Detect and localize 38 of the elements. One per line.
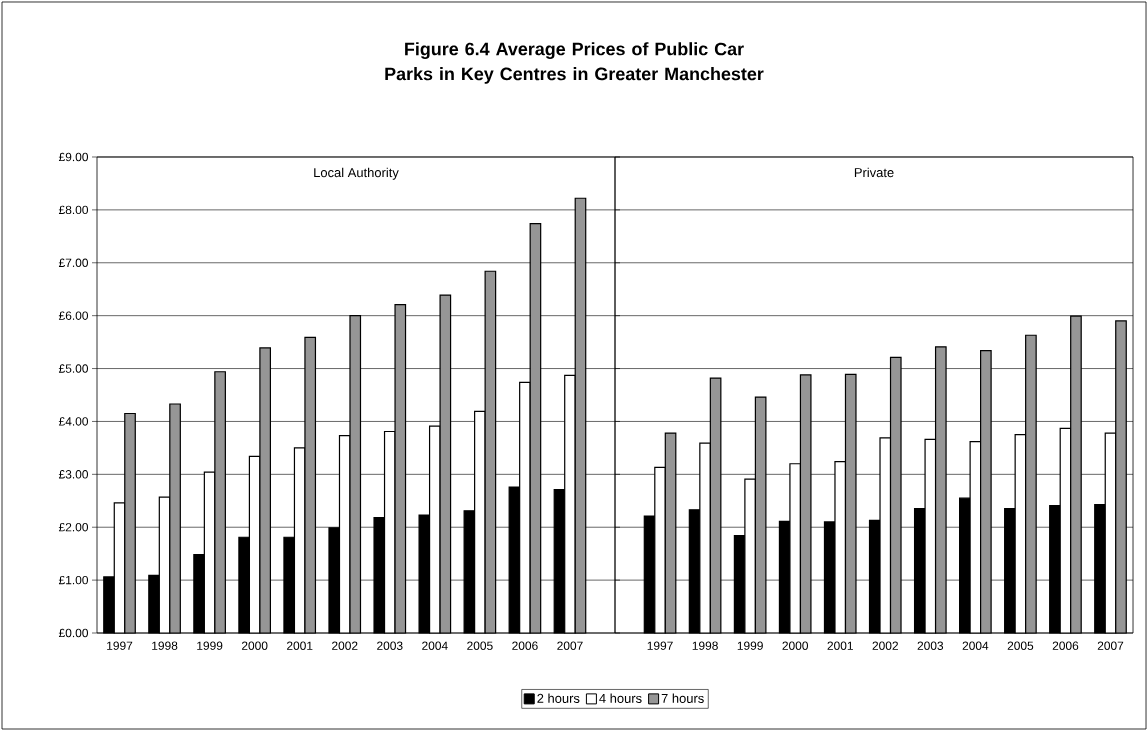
x-tick-label: 2005 <box>467 641 493 650</box>
x-tick-label: 2003 <box>377 641 403 650</box>
x-tick-label: 1997 <box>647 641 673 650</box>
x-tick-label: 1998 <box>152 641 178 650</box>
y-tick-label: £5.00 <box>58 364 89 373</box>
y-tick-label: £4.00 <box>58 417 89 426</box>
y-tick-label: £0.00 <box>58 628 89 638</box>
x-tick-label: 2000 <box>782 641 809 650</box>
x-tick-label: 1997 <box>107 641 133 650</box>
x-tick-label: 2006 <box>1052 641 1079 650</box>
legend-label: 2 hours <box>537 693 580 703</box>
x-tick-label: 1998 <box>692 641 718 650</box>
y-tick-label: £3.00 <box>58 470 89 479</box>
x-tick-label: 2004 <box>422 641 448 650</box>
y-tick-label: £6.00 <box>58 311 89 320</box>
x-tick-label: 1999 <box>737 641 763 650</box>
x-tick-label: 2002 <box>332 641 358 650</box>
x-tick-label: 2001 <box>286 641 313 650</box>
x-tick-label: 2000 <box>241 641 268 650</box>
x-tick-label: 2003 <box>917 641 944 650</box>
x-tick-label: 2007 <box>1097 641 1124 650</box>
annotation: Private <box>854 167 894 178</box>
y-tick-label: £1.00 <box>58 575 89 585</box>
y-tick-label: £7.00 <box>58 258 89 267</box>
y-tick-label: £2.00 <box>58 522 89 532</box>
x-tick-label: 2001 <box>827 641 853 650</box>
chart-title: Figure 6.4 Average Prices of Public Car Parks in Key Centres in Greater Manchester <box>385 42 764 84</box>
x-tick-label: 1999 <box>197 641 223 650</box>
legend-label: 4 hours <box>599 693 642 703</box>
y-tick-label: £8.00 <box>58 205 89 215</box>
annotation: Local Authority <box>314 167 399 180</box>
x-tick-label: 2002 <box>872 641 898 650</box>
y-tick-label: £9.00 <box>58 152 89 162</box>
x-tick-label: 2005 <box>1007 641 1034 650</box>
x-tick-label: 2007 <box>557 641 583 650</box>
x-tick-label: 2004 <box>962 641 989 650</box>
legend-label: 7 hours <box>661 693 704 703</box>
x-tick-label: 2006 <box>512 641 538 650</box>
